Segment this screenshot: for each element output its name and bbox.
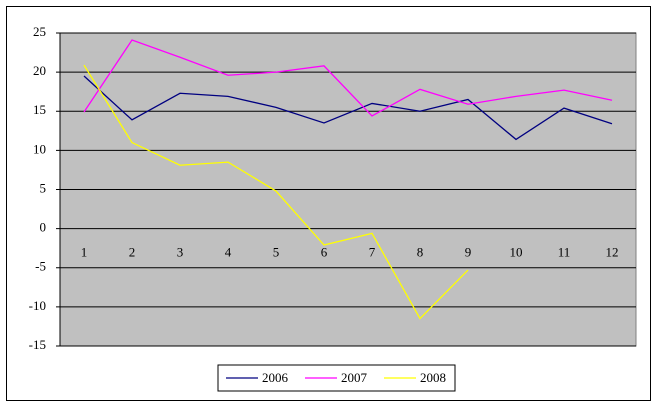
series-line bbox=[83, 64, 469, 320]
legend-label: 2007 bbox=[341, 370, 368, 385]
y-tick-label: 25 bbox=[33, 24, 46, 39]
x-tick-label: 2 bbox=[129, 245, 136, 260]
x-tick-label: 9 bbox=[465, 245, 472, 260]
y-tick-label: -15 bbox=[29, 337, 46, 352]
x-tick-label: 6 bbox=[321, 245, 328, 260]
x-tick-label: 10 bbox=[510, 245, 523, 260]
y-tick-label: 10 bbox=[33, 141, 46, 156]
x-tick-label: 4 bbox=[225, 245, 232, 260]
series-line bbox=[83, 75, 613, 141]
y-tick-label: -10 bbox=[29, 298, 46, 313]
x-tick-label: 12 bbox=[606, 245, 619, 260]
series-line bbox=[83, 39, 613, 117]
y-tick-label: 15 bbox=[33, 102, 46, 117]
legend-label: 2008 bbox=[420, 370, 446, 385]
x-tick-label: 1 bbox=[81, 245, 88, 260]
y-tick-label: 0 bbox=[40, 220, 47, 235]
x-tick-label: 11 bbox=[558, 245, 571, 260]
y-tick-label: 20 bbox=[33, 63, 46, 78]
legend-label: 2006 bbox=[262, 370, 289, 385]
y-tick-label: 5 bbox=[40, 180, 47, 195]
x-tick-label: 5 bbox=[273, 245, 280, 260]
x-tick-label: 8 bbox=[417, 245, 424, 260]
x-tick-label: 3 bbox=[177, 245, 184, 260]
x-tick-label: 7 bbox=[369, 245, 376, 260]
y-tick-label: -5 bbox=[35, 259, 46, 274]
